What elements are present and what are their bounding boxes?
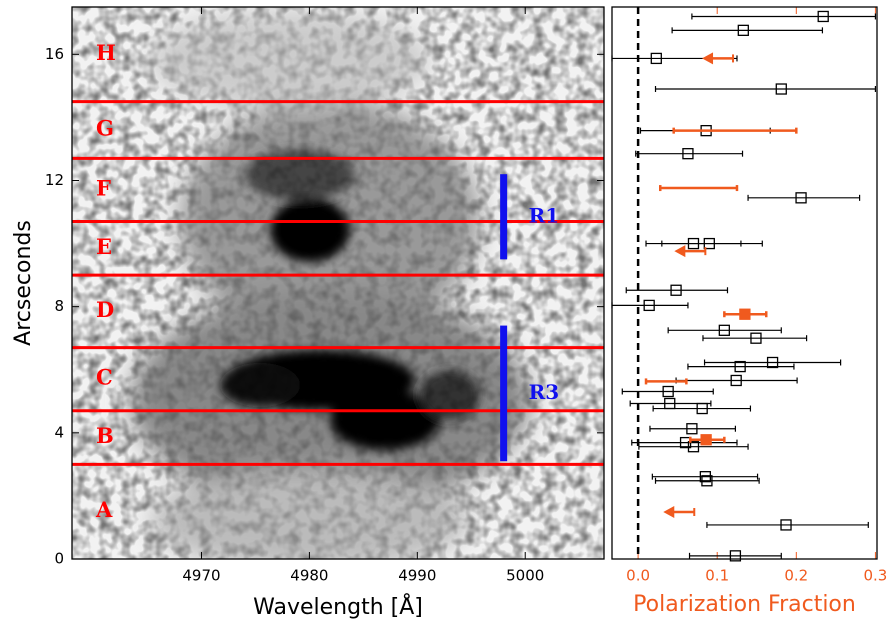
- x-tick-label: 0.2: [784, 567, 808, 585]
- data-point: [718, 324, 730, 336]
- data-point: [686, 423, 698, 435]
- x-tick-label: 5000: [506, 567, 544, 585]
- region-bar: [500, 174, 508, 260]
- x-axis-label: Polarization Fraction: [633, 592, 856, 617]
- region-label: D: [96, 297, 114, 322]
- data-point: [734, 360, 746, 373]
- data-point: [739, 308, 751, 320]
- region-bar: [500, 325, 508, 462]
- data-point: [699, 471, 711, 483]
- upper-limit-head: [702, 52, 714, 65]
- region-bar-label: R1: [529, 203, 560, 227]
- data-point: [643, 299, 655, 312]
- region-label: F: [96, 175, 111, 200]
- y-tick-label: 12: [45, 171, 64, 189]
- data-point: [766, 356, 779, 369]
- x-tick-label: 0.3: [863, 567, 887, 585]
- data-point: [737, 24, 749, 36]
- x-axis-label: Wavelength [Å]: [253, 593, 423, 620]
- region-bar-label: R3: [529, 380, 560, 404]
- data-point: [687, 441, 700, 453]
- data-point: [780, 519, 792, 531]
- region-label: E: [96, 234, 112, 259]
- data-point: [662, 385, 674, 398]
- data-point: [817, 10, 829, 23]
- region-label: A: [95, 497, 113, 522]
- data-point: [729, 550, 742, 562]
- y-tick-label: 8: [54, 297, 64, 315]
- y-tick-label: 4: [54, 423, 64, 441]
- x-tick-label: 4990: [398, 567, 436, 585]
- region-label: H: [96, 40, 116, 65]
- region-label: C: [96, 365, 113, 390]
- data-point: [795, 192, 807, 204]
- data-point: [700, 434, 712, 446]
- data-point: [670, 284, 682, 296]
- data-point: [682, 148, 694, 160]
- frame: [71, 6, 605, 560]
- y-tick-label: 16: [45, 45, 64, 63]
- y-axis-label: Arcseconds: [11, 220, 36, 346]
- data-point: [730, 374, 742, 387]
- upper-limit-head: [663, 506, 675, 519]
- data-point: [701, 475, 713, 487]
- region-label: G: [96, 116, 114, 141]
- frame: [611, 6, 878, 560]
- image-panel: 4970 4980 4990 5000 0 4 8 12 16 A B C D E F G H R1 R3 Wavel…: [11, 7, 604, 620]
- x-tick-label: 4970: [182, 567, 220, 585]
- x-tick-label: 4980: [290, 567, 328, 585]
- polarization-panel: 0.0 0.1 0.2 0.3 Polarization Fraction: [611, 7, 887, 617]
- x-tick-label: 0.1: [705, 567, 729, 585]
- data-point: [703, 237, 715, 250]
- upper-limit-head: [674, 245, 686, 258]
- data-point: [650, 52, 662, 65]
- x-tick-label: 0.0: [626, 567, 650, 585]
- data-point: [750, 332, 762, 344]
- y-tick-label: 0: [54, 550, 64, 568]
- region-label: B: [96, 423, 114, 448]
- data-point: [775, 83, 787, 95]
- spectrum-image: [72, 7, 604, 559]
- data-point: [696, 402, 708, 415]
